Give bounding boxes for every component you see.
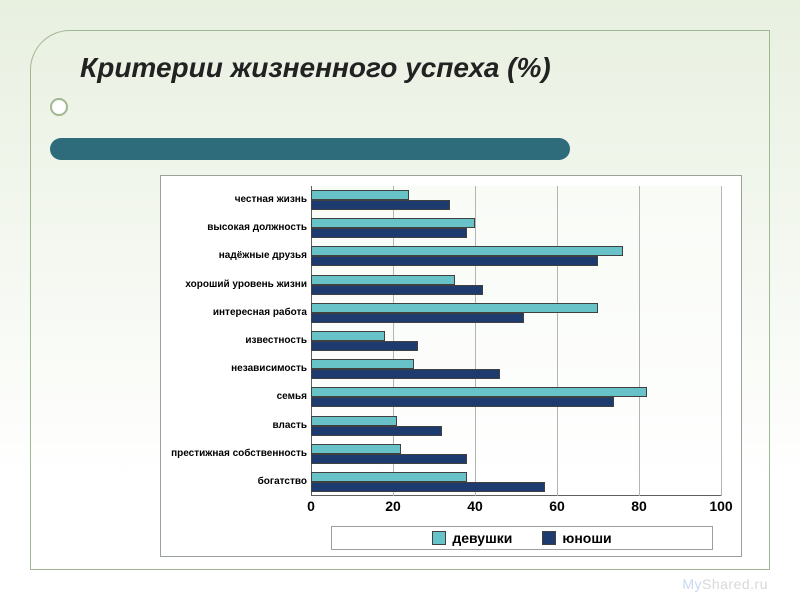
bar-series2	[311, 256, 598, 266]
category-label: власть	[157, 421, 307, 431]
bar-series1	[311, 472, 467, 482]
category-label: честная жизнь	[157, 195, 307, 205]
page-title: Критерии жизненного успеха (%)	[80, 52, 551, 84]
bar-series1	[311, 303, 598, 313]
x-tick-label: 20	[373, 498, 413, 514]
bar-series2	[311, 228, 467, 238]
category-label: интересная работа	[157, 308, 307, 318]
bar-series2	[311, 426, 442, 436]
x-tick-label: 80	[619, 498, 659, 514]
bar-series1	[311, 190, 409, 200]
category-label: семья	[157, 392, 307, 402]
category-label: известность	[157, 336, 307, 346]
bar-series2	[311, 200, 450, 210]
bar-series1	[311, 331, 385, 341]
chart-container: девушки юноши 0 20 40 60 80 100 честная жизнь в…	[160, 175, 742, 557]
category-label: независимость	[157, 364, 307, 374]
legend: девушки юноши	[331, 526, 713, 550]
bar-series1	[311, 275, 455, 285]
legend-item-series2: юноши	[542, 530, 611, 546]
gridline	[475, 186, 476, 496]
bar-series2	[311, 454, 467, 464]
category-label: высокая должность	[157, 223, 307, 233]
bar-series1	[311, 359, 414, 369]
bar-series2	[311, 341, 418, 351]
bar-series2	[311, 369, 500, 379]
plot-area	[311, 186, 721, 496]
gridline	[721, 186, 722, 496]
bar-series2	[311, 285, 483, 295]
x-tick-label: 100	[701, 498, 741, 514]
bar-series2	[311, 482, 545, 492]
decorative-dot	[50, 98, 68, 116]
bar-series1	[311, 416, 397, 426]
legend-label-2: юноши	[562, 530, 611, 546]
x-tick-label: 40	[455, 498, 495, 514]
x-tick-label: 60	[537, 498, 577, 514]
bar-series1	[311, 387, 647, 397]
bar-series2	[311, 313, 524, 323]
category-label: хороший уровень жизни	[157, 280, 307, 290]
x-axis	[311, 495, 721, 496]
category-label: богатство	[157, 477, 307, 487]
legend-swatch-2	[542, 531, 556, 545]
bar-series1	[311, 218, 475, 228]
bar-series1	[311, 444, 401, 454]
x-tick-label: 0	[291, 498, 331, 514]
decorative-bar	[50, 138, 570, 160]
bar-series2	[311, 397, 614, 407]
legend-item-series1: девушки	[432, 530, 512, 546]
bar-series1	[311, 246, 623, 256]
category-label: надёжные друзья	[157, 251, 307, 261]
gridline	[557, 186, 558, 496]
gridline	[639, 186, 640, 496]
watermark: MyShared.ru	[682, 576, 768, 592]
category-label: престижная собственность	[157, 449, 307, 459]
legend-label-1: девушки	[452, 530, 512, 546]
legend-swatch-1	[432, 531, 446, 545]
